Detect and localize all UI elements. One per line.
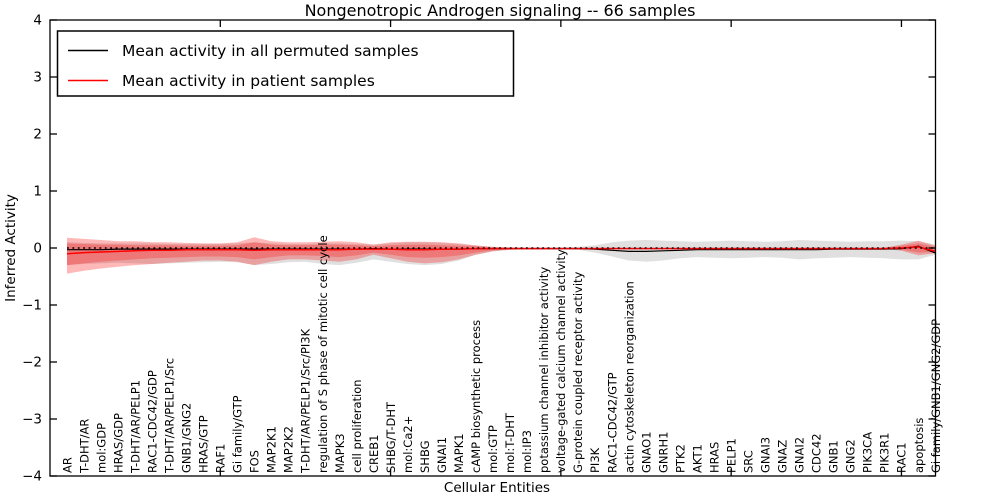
y-tick-label: −2: [22, 355, 42, 371]
x-category-label: PTK2: [673, 444, 687, 473]
x-category-label: potassium channel inhibitor activity: [537, 267, 551, 473]
y-tick-label: 3: [33, 70, 42, 86]
permuted-confidence-band: [67, 240, 936, 266]
x-category-label: cAMP biosynthetic process: [469, 320, 483, 473]
x-category-label: MAP2K1: [265, 426, 279, 473]
x-category-label: T-DHT/AR/PELP1: [128, 380, 142, 474]
x-category-label: PIK3CA: [861, 432, 875, 473]
x-category-label: GNB1/GNG2: [180, 403, 194, 473]
legend: Mean activity in all permuted samples Me…: [56, 30, 515, 97]
x-category-label: GNAO1: [639, 431, 653, 473]
legend-permuted-label: Mean activity in all permuted samples: [122, 42, 419, 60]
y-tick-label: −4: [22, 469, 42, 485]
patient-outer-band: [67, 237, 936, 274]
y-tick-label: −1: [22, 298, 42, 314]
x-category-label: MAPK3: [333, 433, 347, 473]
x-category-label: RAC1-CDC42/GTP: [605, 372, 619, 473]
mean-lines: [66, 245, 936, 255]
x-category-label: CDC42: [810, 433, 824, 473]
x-category-label: actin cytoskeleton reorganization: [622, 281, 636, 473]
x-category-label: mol:GDP: [94, 423, 108, 473]
axes-frame: [49, 19, 937, 477]
x-category-label: GNRH1: [656, 432, 670, 473]
x-category-label: GNG2: [844, 439, 858, 473]
x-category-label: PIK3R1: [878, 433, 892, 474]
x-category-labels: AR T-DHT/AR mol:GDP HRAS/GDP T-DHT/AR/PELP1 R…: [60, 235, 942, 474]
x-category-label: mol:T-DHT: [503, 412, 517, 473]
x-category-label: AR: [60, 457, 74, 473]
x-category-label: mol:Ca2+: [401, 416, 415, 473]
x-category-label: CREB1: [367, 435, 381, 474]
x-category-label: GNAI2: [793, 437, 807, 473]
x-category-label: AKT1: [690, 444, 704, 473]
chart-title: Nongenotropic Androgen signaling -- 66 s…: [305, 1, 696, 20]
x-axis-label: Cellular Entities: [444, 480, 550, 496]
y-tick-label: 4: [33, 13, 42, 29]
y-tick-label: 0: [33, 241, 42, 257]
y-tick-labels: 4 3 2 1 0 −1 −2 −3 −4: [22, 13, 42, 485]
x-category-label: RAC1: [895, 442, 909, 473]
x-category-label: cell proliferation: [350, 379, 364, 473]
x-category-label: mol:IP3: [520, 430, 534, 473]
x-category-label: mol:GTP: [486, 425, 500, 473]
x-category-label: regulation of S phase of mitotic cell cy…: [316, 235, 330, 473]
x-category-label: SHBG/T-DHT: [384, 401, 398, 473]
x-category-label: T-DHT/AR: [77, 419, 91, 474]
x-category-label: RAF1: [214, 444, 228, 473]
y-tick-label: −3: [22, 412, 42, 428]
x-category-label: RAC1-CDC42/GDP: [146, 370, 160, 473]
x-category-label: GNAZ: [776, 440, 790, 473]
x-category-label: PI3K: [588, 447, 602, 473]
x-category-label: GNAI1: [435, 437, 449, 473]
x-category-label: SRC: [742, 450, 756, 473]
x-category-label: SHBG: [418, 440, 432, 473]
x-category-label: HRAS: [707, 442, 721, 473]
x-category-label: HRAS/GTP: [197, 415, 211, 473]
x-category-label: apoptosis: [912, 418, 926, 473]
x-category-label: T-DHT/AR/PELP1/Src: [163, 358, 177, 474]
x-category-label: GNB1: [827, 440, 841, 473]
legend-patient-label: Mean activity in patient samples: [122, 72, 375, 90]
x-category-label: HRAS/GDP: [111, 413, 125, 473]
x-category-label: T-DHT/AR/PELP1/Src/PI3K: [299, 328, 313, 474]
x-category-label: GNAI3: [759, 437, 773, 473]
y-tick-label: 1: [33, 184, 42, 200]
x-category-label: G-protein coupled receptor activity: [571, 271, 585, 473]
x-category-label: Gi family/GTP: [231, 395, 245, 473]
y-axis-label: Inferred Activity: [3, 194, 19, 302]
x-category-label: FOS: [248, 450, 262, 473]
x-category-label: MAPK1: [452, 433, 466, 473]
x-category-label: voltage-gated calcium channel activity: [554, 249, 568, 473]
x-category-label: MAP2K2: [282, 426, 296, 473]
y-tick-label: 2: [33, 127, 42, 143]
confidence-bands: [67, 237, 936, 274]
legend-box: [56, 30, 515, 97]
x-category-label: PELP1: [725, 438, 739, 473]
